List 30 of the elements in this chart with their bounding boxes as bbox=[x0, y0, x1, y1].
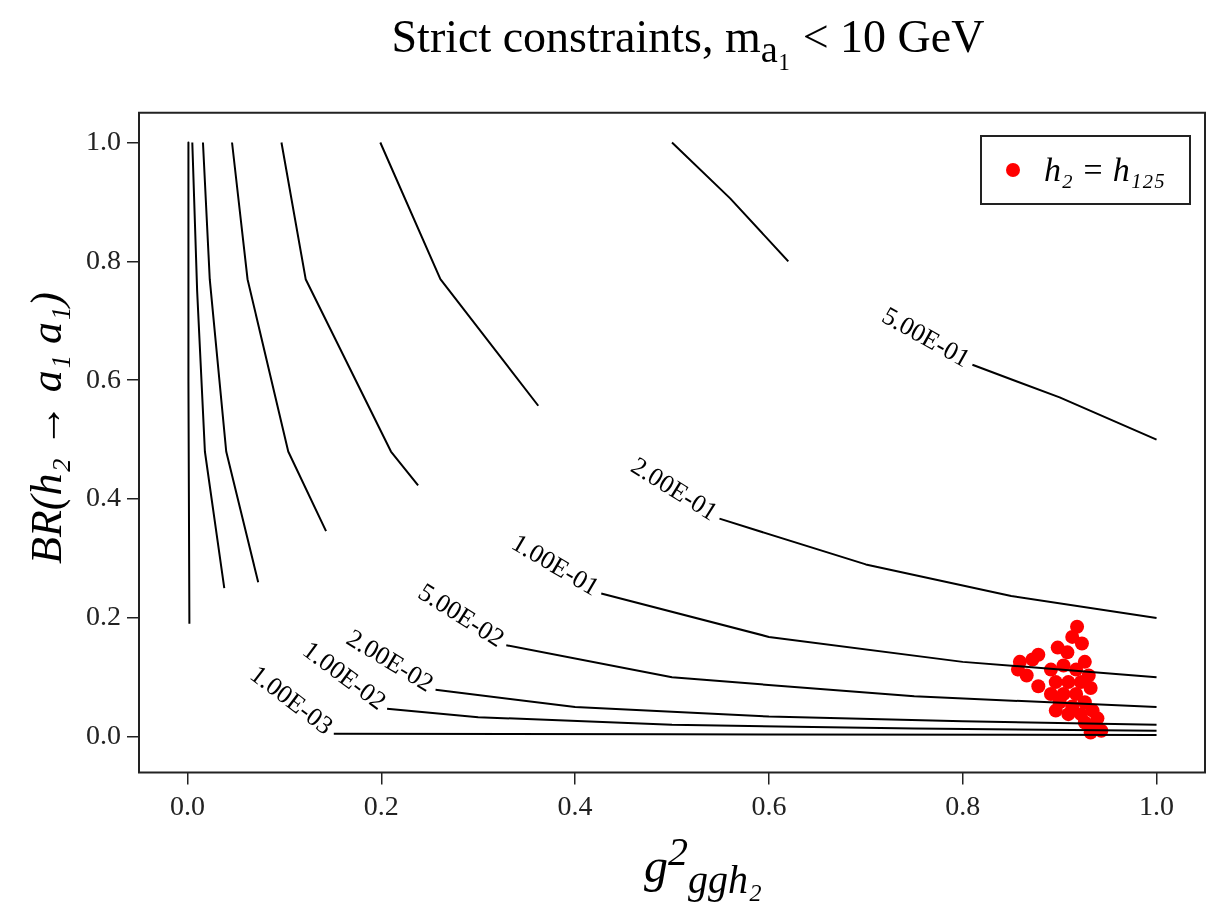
point bbox=[1048, 675, 1063, 690]
point bbox=[1048, 703, 1063, 718]
point bbox=[1073, 675, 1088, 690]
point bbox=[1060, 645, 1075, 660]
point bbox=[1043, 686, 1058, 701]
x-tick-label: 0.0 bbox=[169, 789, 205, 821]
x-tick-label: 0.2 bbox=[363, 789, 399, 821]
point bbox=[1077, 654, 1092, 669]
y-tick-label: 0.0 bbox=[86, 719, 121, 751]
x-tick-label: 0.8 bbox=[945, 789, 981, 821]
point bbox=[1083, 681, 1098, 696]
x-tick-label: 0.6 bbox=[751, 789, 787, 821]
y-tick-label: 1.0 bbox=[86, 124, 121, 156]
chart-title: Strict constraints, m$_{a₁}$ < 10 GeV bbox=[390, 10, 986, 72]
legend-label: h₂ = h₁₂₅ bbox=[1044, 150, 1166, 189]
point bbox=[1025, 652, 1040, 667]
point bbox=[1031, 679, 1046, 694]
y-axis-title: BR(h₂ → a₁ a₁) bbox=[20, 292, 72, 564]
y-tick-label: 0.8 bbox=[86, 243, 121, 275]
point bbox=[1074, 636, 1089, 651]
point bbox=[1019, 668, 1034, 683]
x-tick-label: 0.4 bbox=[557, 789, 593, 821]
point bbox=[1065, 629, 1080, 644]
y-tick-label: 0.4 bbox=[86, 481, 121, 513]
point bbox=[1061, 675, 1076, 690]
y-tick-label: 0.6 bbox=[86, 362, 121, 394]
point bbox=[1061, 707, 1076, 722]
point bbox=[1069, 686, 1084, 701]
x-tick-label: 1.0 bbox=[1139, 789, 1175, 821]
y-tick-label: 0.2 bbox=[86, 600, 121, 632]
